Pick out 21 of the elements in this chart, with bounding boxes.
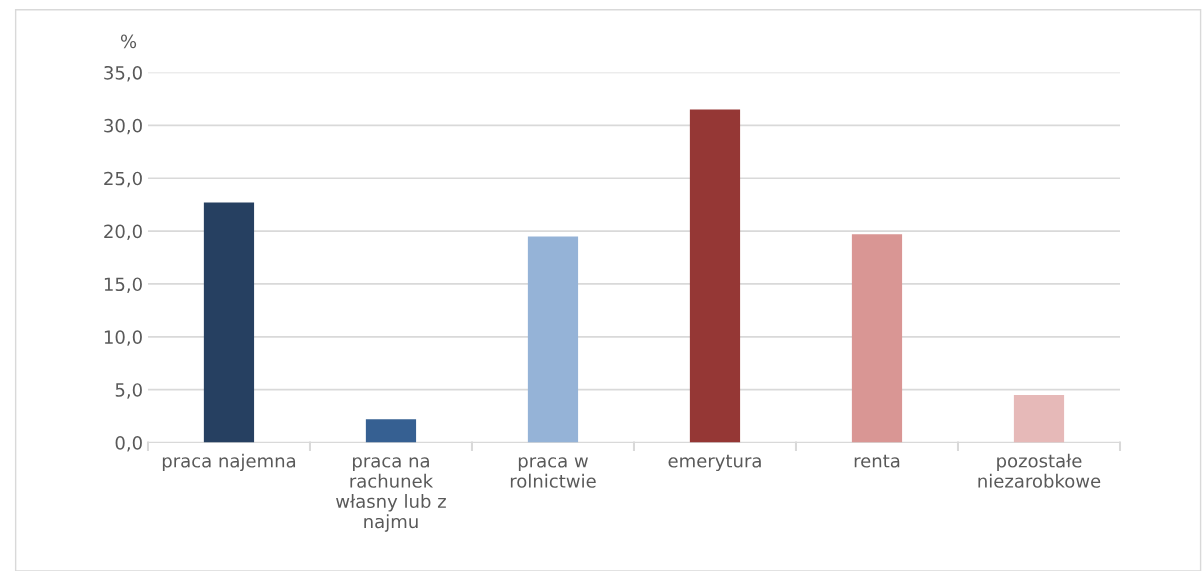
y-tick-label: 25,0 xyxy=(104,171,142,188)
x-tick-label: praca najemna xyxy=(162,453,296,472)
y-tick-label: 15,0 xyxy=(104,277,142,293)
x-tick-label: pozostałe niezarobkowe xyxy=(978,453,1101,488)
bar xyxy=(365,419,417,443)
bar xyxy=(689,109,741,443)
y-tick-label: 35,0 xyxy=(104,65,142,82)
y-axis-title: % xyxy=(120,34,137,49)
x-tick-label: praca na rachunek własny lub z najmu xyxy=(336,457,446,532)
y-tick-label: 10,0 xyxy=(104,330,142,346)
bar xyxy=(203,202,255,443)
x-tick-label: emerytura xyxy=(668,454,761,472)
bar xyxy=(527,236,579,443)
y-tick-label: 20,0 xyxy=(104,224,142,241)
y-tick-label: 0,0 xyxy=(115,435,142,452)
y-tick-label: 5,0 xyxy=(115,383,142,399)
bar xyxy=(851,234,903,443)
bar xyxy=(1013,394,1065,443)
x-tick-label: renta xyxy=(854,454,900,468)
y-tick-label: 30,0 xyxy=(104,118,142,135)
x-tick-label: praca w rolnictwie xyxy=(510,457,596,488)
